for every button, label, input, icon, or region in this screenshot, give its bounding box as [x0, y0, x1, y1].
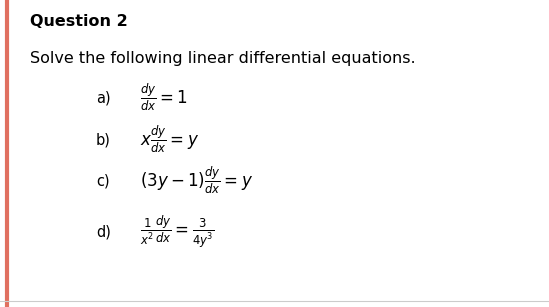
Text: Solve the following linear differential equations.: Solve the following linear differential …: [30, 51, 416, 66]
Text: c): c): [96, 174, 110, 188]
Text: a): a): [96, 91, 111, 106]
Text: $\frac{1}{x^2}\frac{dy}{dx} = \frac{3}{4y^3}$: $\frac{1}{x^2}\frac{dy}{dx} = \frac{3}{4…: [140, 213, 215, 250]
Text: Question 2: Question 2: [30, 14, 128, 29]
Text: $(3y - 1)\frac{dy}{dx}=y$: $(3y - 1)\frac{dy}{dx}=y$: [140, 165, 253, 197]
Text: d): d): [96, 224, 111, 239]
Text: $x\frac{dy}{dx} = y$: $x\frac{dy}{dx} = y$: [140, 124, 199, 156]
Text: b): b): [96, 132, 111, 147]
Text: $\frac{dy}{dx} = 1$: $\frac{dy}{dx} = 1$: [140, 82, 188, 114]
